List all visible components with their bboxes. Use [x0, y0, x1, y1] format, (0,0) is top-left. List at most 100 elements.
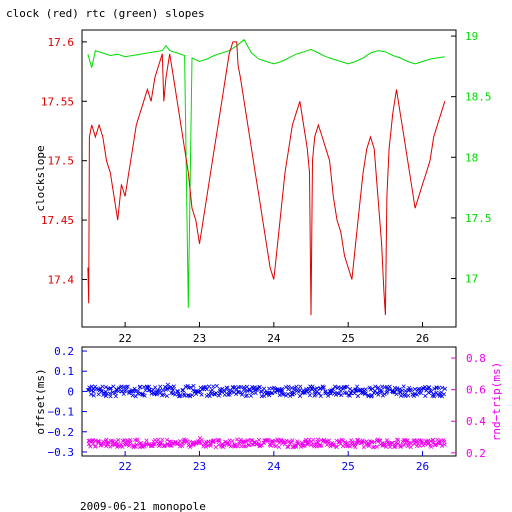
offset-scatter-point — [341, 385, 346, 390]
offset-scatter-point — [89, 388, 94, 393]
offset-scatter-point — [331, 387, 336, 392]
y-right-tick-label: 17.5 — [465, 212, 492, 225]
rndtrip-scatter-point — [227, 442, 232, 447]
rndtrip-scatter-point — [138, 441, 144, 446]
rndtrip-scatter-point — [265, 438, 271, 443]
y-left-tick-label: 17.45 — [41, 214, 74, 227]
offset-scatter-point — [432, 386, 437, 391]
offset-scatter-point — [423, 393, 428, 398]
offset-scatter-point — [432, 394, 437, 399]
offset-scatter-point — [355, 384, 360, 389]
offset-scatter-point — [387, 384, 392, 389]
offset-scatter-point — [87, 385, 92, 390]
rndtrip-scatter-point — [238, 437, 243, 442]
rndtrip-scatter-point — [164, 437, 170, 442]
rtc-slope-line — [87, 38, 445, 308]
offset-plot-frame — [81, 346, 457, 457]
offset-scatter-point — [314, 386, 320, 391]
offset-scatter-point — [130, 393, 135, 398]
x-tick-label: 22 — [119, 332, 132, 345]
x-tick-label: 24 — [267, 460, 281, 473]
offset-scatter-point — [298, 384, 303, 389]
rndtrip-scatter-point — [366, 444, 372, 449]
rndtrip-scatter-point — [156, 437, 161, 442]
offset-scatter-point — [247, 387, 252, 392]
rndtrip-scatter-point — [378, 442, 383, 447]
rndtrip-scatter-point — [307, 437, 312, 442]
rndtrip-scatter-point — [275, 437, 280, 442]
rndtrip-scatter-point — [106, 440, 111, 445]
rndtrip-scatter-point — [134, 442, 139, 447]
offset-scatter-point — [158, 384, 163, 389]
rndtrip-scatter-point — [347, 444, 353, 449]
offset-scatter-point — [177, 393, 183, 399]
rndtrip-scatter-point — [396, 438, 401, 443]
offset-scatter-point — [297, 393, 303, 399]
offset-scatter-point — [352, 391, 357, 396]
y-right-tick-label: 0.6 — [466, 384, 486, 397]
rndtrip-scatter-point — [270, 439, 275, 445]
offset-scatter-point — [89, 384, 94, 389]
rndtrip-scatter-point — [429, 444, 434, 449]
offset-scatter-point — [108, 386, 114, 391]
offset-scatter-point — [123, 388, 128, 393]
offset-scatter-point — [207, 393, 212, 399]
rndtrip-scatter-point — [331, 442, 336, 447]
offset-scatter-point — [182, 392, 187, 397]
rndtrip-scatter-point — [303, 437, 309, 443]
y-left-tick-label: −0.1 — [48, 406, 75, 419]
rndtrip-scatter — [86, 436, 447, 450]
rndtrip-scatter-point — [305, 442, 310, 447]
rndtrip-scatter-point — [301, 443, 306, 448]
y-left-tick-label: −0.2 — [48, 426, 75, 439]
rndtrip-scatter-point — [350, 439, 355, 444]
offset-scatter-point — [142, 393, 147, 398]
offset-scatter-point — [161, 392, 166, 397]
offset-scatter-point — [104, 391, 109, 397]
rndtrip-scatter-point — [314, 444, 319, 449]
offset-scatter-point — [210, 388, 215, 393]
rndtrip-scatter-point — [442, 439, 447, 444]
rndtrip-scatter-point — [356, 439, 361, 444]
y-right-axis-label: rnd−trip(ms) — [490, 362, 503, 441]
rndtrip-scatter-point — [273, 444, 278, 449]
offset-scatter-point — [411, 393, 416, 399]
rndtrip-scatter-point — [353, 444, 358, 450]
offset-scatter-point — [326, 393, 331, 398]
rndtrip-scatter-point — [191, 442, 196, 447]
offset-scatter-point — [108, 394, 113, 399]
offset-scatter-point — [103, 385, 108, 390]
offset-scatter-point — [406, 393, 411, 398]
rndtrip-scatter-point — [91, 437, 96, 443]
rndtrip-scatter-point — [152, 442, 158, 447]
rndtrip-scatter-point — [390, 441, 395, 446]
rndtrip-scatter-point — [104, 437, 109, 442]
rndtrip-scatter-point — [290, 438, 295, 443]
offset-chart: 22 23 24 25 26 0.2 0.1 0 −0.1 −0.2 −0.3 0.8 0.6 0.4 0.… — [34, 345, 503, 473]
offset-scatter-point — [442, 386, 448, 391]
offset-scatter-point — [234, 386, 239, 391]
offset-scatter-point — [250, 390, 255, 395]
offset-scatter-point — [133, 394, 138, 399]
rndtrip-scatter-point — [309, 443, 314, 448]
offset-scatter-point — [292, 391, 297, 396]
rndtrip-scatter-point — [359, 440, 364, 446]
offset-scatter-point — [207, 384, 212, 389]
offset-scatter-point — [434, 390, 439, 395]
rndtrip-scatter-point — [298, 444, 303, 449]
y-left-tick-label: −0.3 — [48, 446, 75, 459]
rndtrip-scatter-point — [132, 444, 137, 449]
rndtrip-scatter-point — [246, 438, 251, 444]
y-axis-label: clockslope — [34, 145, 47, 211]
rndtrip-scatter-point — [243, 444, 248, 449]
rndtrip-scatter-point — [220, 444, 225, 449]
offset-scatter-point — [321, 385, 326, 390]
rndtrip-scatter-point — [159, 440, 164, 445]
offset-scatter-point — [439, 390, 444, 395]
rndtrip-scatter-point — [169, 443, 174, 448]
offset-scatter-point — [286, 384, 291, 389]
y-left-tick-label: 17.4 — [48, 273, 75, 286]
rndtrip-scatter-point — [398, 444, 404, 449]
x-tick-label: 26 — [416, 460, 429, 473]
rndtrip-scatter-point — [235, 444, 241, 449]
